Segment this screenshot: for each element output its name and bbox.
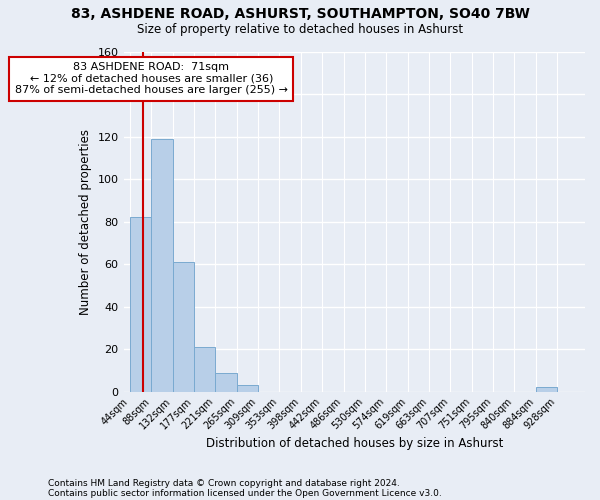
Y-axis label: Number of detached properties: Number of detached properties — [79, 128, 92, 314]
Text: 83 ASHDENE ROAD:  71sqm
← 12% of detached houses are smaller (36)
87% of semi-de: 83 ASHDENE ROAD: 71sqm ← 12% of detached… — [15, 62, 288, 96]
X-axis label: Distribution of detached houses by size in Ashurst: Distribution of detached houses by size … — [206, 437, 503, 450]
Bar — [130, 218, 151, 392]
Bar — [173, 262, 194, 392]
Bar — [536, 388, 557, 392]
Text: 83, ASHDENE ROAD, ASHURST, SOUTHAMPTON, SO40 7BW: 83, ASHDENE ROAD, ASHURST, SOUTHAMPTON, … — [71, 8, 529, 22]
Bar — [237, 386, 258, 392]
Bar — [151, 138, 173, 392]
Bar — [215, 372, 237, 392]
Bar — [194, 347, 215, 392]
Text: Contains HM Land Registry data © Crown copyright and database right 2024.: Contains HM Land Registry data © Crown c… — [48, 478, 400, 488]
Text: Size of property relative to detached houses in Ashurst: Size of property relative to detached ho… — [137, 22, 463, 36]
Text: Contains public sector information licensed under the Open Government Licence v3: Contains public sector information licen… — [48, 488, 442, 498]
